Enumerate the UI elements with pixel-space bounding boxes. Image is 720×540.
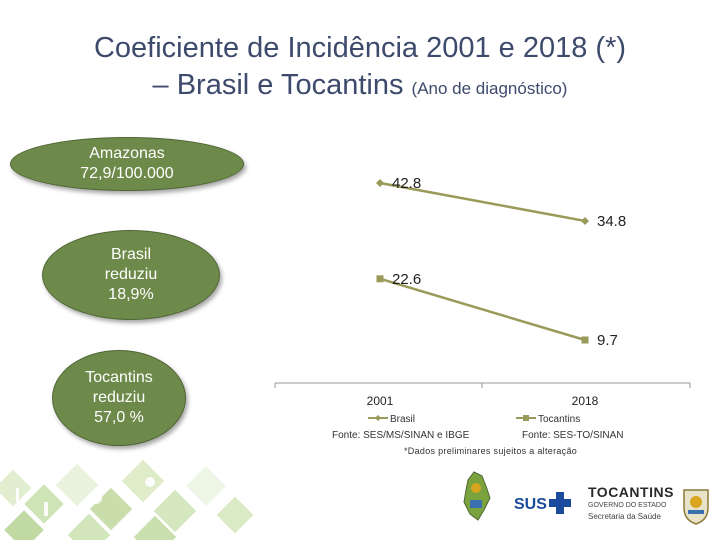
data-point [376, 275, 384, 283]
data-label: 9.7 [597, 332, 618, 349]
title-line-2-sub: (Ano de diagnóstico) [411, 79, 568, 98]
source-right: Fonte: SES-TO/SINAN [522, 430, 624, 441]
source-left: Fonte: SES/MS/SINAN e IBGE [332, 430, 470, 441]
runner-icon [124, 516, 132, 524]
title-line-2: – Brasil e Tocantins (Ano de diagnóstico… [0, 67, 720, 107]
series-line [379, 181, 586, 223]
data-label: 34.8 [597, 213, 626, 230]
ribbon-icon [44, 502, 48, 516]
data-point [581, 216, 589, 225]
title-line-1: Coeficiente de Incidência 2001 e 2018 (*… [93, 32, 627, 64]
legend-label: Brasil [390, 414, 415, 425]
series-line [379, 277, 586, 342]
brasil-callout-line: 18,9% [108, 286, 154, 303]
amazonas-callout-line: 72,9/100.000 [80, 165, 174, 182]
tocantins-callout-line: Tocantins [85, 369, 153, 386]
legend-marker [375, 415, 381, 421]
brasil-callout-line: Brasil [110, 246, 151, 263]
eye-icon [90, 492, 102, 504]
tocantins-logo-gov: GOVERNO DO ESTADO [588, 502, 667, 509]
tocantins-logo-secretaria: Secretaria da Saúde [588, 512, 661, 521]
amazonas-callout-line: Amazonas [89, 145, 165, 162]
tocantins-logo-name: TOCANTINS [588, 484, 674, 500]
preliminary-note: *Dados preliminares sujeitos a alteração [404, 446, 578, 456]
decorative-mosaic [0, 459, 254, 540]
data-label: 22.6 [392, 271, 421, 288]
tocantins-government-logo: TOCANTINS GOVERNO DO ESTADO Secretaria d… [588, 484, 714, 528]
legend-marker [523, 415, 529, 421]
brasil-callout-line: reduziu [104, 266, 158, 283]
data-point [376, 179, 384, 187]
data-point [581, 336, 589, 344]
data-label: 42.8 [392, 175, 421, 192]
tocantins-callout: Tocantins reduziu 57,0 % [52, 350, 186, 446]
x-tick-label: 2001 [367, 394, 394, 408]
sus-logo-text: SUS [514, 496, 547, 513]
coat-of-arms-icon [683, 489, 709, 525]
slide-title: Coeficiente de Incidência 2001 e 2018 (*… [0, 30, 720, 107]
brasil-callout: Brasil reduziu 18,9% [42, 230, 220, 320]
paw-icon [145, 477, 155, 487]
plant-icon [16, 488, 19, 502]
state-map-logo [456, 470, 496, 522]
sus-logo: SUS [514, 488, 576, 518]
title-line-2-main: – Brasil e Tocantins [152, 69, 404, 101]
amazonas-callout: Amazonas 72,9/100.000 [10, 137, 244, 191]
tocantins-callout-line: 57,0 % [94, 409, 144, 426]
legend-label: Tocantins [538, 414, 580, 425]
x-tick-label: 2018 [572, 394, 599, 408]
tocantins-callout-line: reduziu [92, 389, 146, 406]
